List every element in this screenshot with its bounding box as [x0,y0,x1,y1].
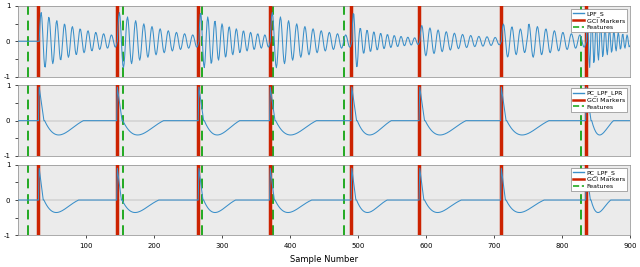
Legend: PC_LPF_LPR, GCI Markers, Features: PC_LPF_LPR, GCI Markers, Features [571,88,627,112]
Legend: PC_LPF_S, GCI Markers, Features: PC_LPF_S, GCI Markers, Features [571,168,627,191]
X-axis label: Sample Number: Sample Number [290,254,358,264]
Legend: LPF_S, GCI Markers, Features: LPF_S, GCI Markers, Features [571,9,627,32]
